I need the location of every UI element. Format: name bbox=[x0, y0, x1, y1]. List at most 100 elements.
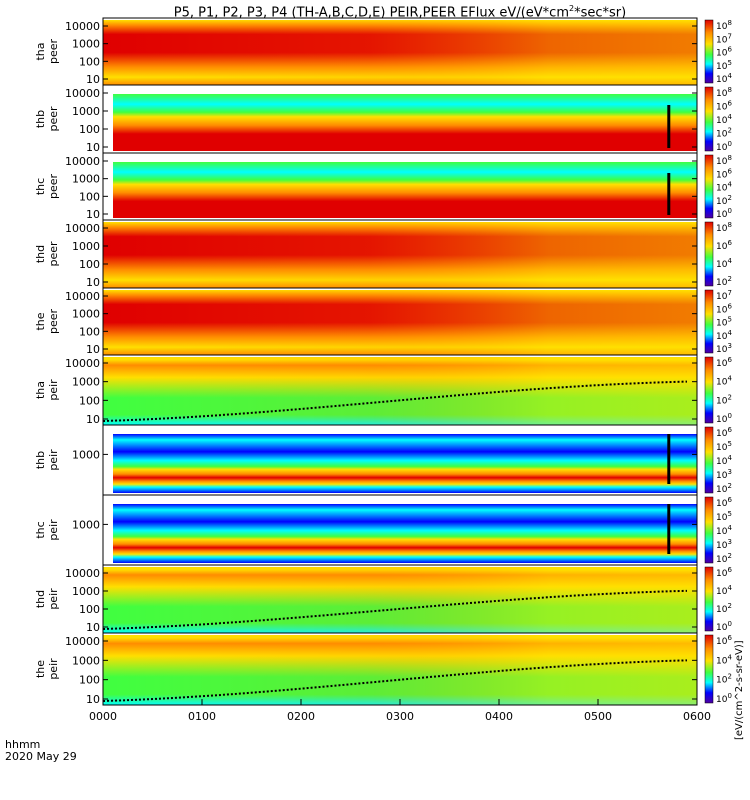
colorbar-tick-label: 108 bbox=[716, 154, 732, 167]
colorbar-tick-label: 100 bbox=[716, 140, 732, 153]
y-tick-label: 1000 bbox=[72, 308, 100, 321]
energy-boundary-line bbox=[102, 659, 688, 702]
y-tick-label: 10000 bbox=[65, 635, 100, 648]
y-tick-label: 10 bbox=[86, 621, 100, 634]
x-axis-label: hhmm 2020 May 29 bbox=[5, 739, 77, 763]
colorbar-tick-label: 106 bbox=[716, 239, 732, 252]
y-tick-label: 100 bbox=[79, 603, 100, 616]
x-tick-label: 0500 bbox=[584, 710, 612, 723]
data-gap-marker bbox=[667, 434, 671, 484]
y-tick-label: 10 bbox=[86, 276, 100, 289]
spectrogram-trend bbox=[103, 20, 697, 85]
data-gap-marker bbox=[667, 105, 671, 148]
x-tick-label: 0200 bbox=[287, 710, 315, 723]
y-tick-label: 10000 bbox=[65, 567, 100, 580]
y-axis-label: thc bbox=[34, 178, 47, 195]
y-axis-label: peer bbox=[47, 39, 60, 65]
colorbar-tick-label: 100 bbox=[716, 692, 732, 705]
energy-boundary-line bbox=[102, 380, 688, 422]
y-tick-label: 1000 bbox=[72, 376, 100, 389]
y-axis-label: thd bbox=[34, 590, 47, 608]
colorbar bbox=[704, 221, 714, 287]
x-tick-label: 0000 bbox=[89, 710, 117, 723]
x-axis-date: 2020 May 29 bbox=[5, 750, 77, 763]
colorbar-tick-label: 100 bbox=[716, 207, 732, 220]
colorbar-tick-label: 104 bbox=[716, 524, 732, 537]
panel-the-peir: 10000 1000 100 10 the peir 106 104 102 100 bbox=[34, 632, 732, 706]
y-axis-label: thb bbox=[34, 110, 47, 128]
y-axis-label: tha bbox=[34, 381, 47, 399]
colorbar bbox=[704, 289, 714, 354]
y-tick-label: 10 bbox=[86, 141, 100, 154]
y-tick-label: 100 bbox=[79, 394, 100, 407]
colorbar-tick-label: 102 bbox=[716, 673, 732, 686]
spectrogram bbox=[113, 94, 697, 151]
colorbar bbox=[704, 86, 714, 152]
colorbar-tick-label: 100 bbox=[716, 620, 732, 633]
colorbar-tick-label: 103 bbox=[716, 342, 732, 355]
y-tick-label: 10000 bbox=[65, 357, 100, 370]
colorbar-tick-label: 105 bbox=[716, 316, 732, 329]
colorbar-tick-label: 104 bbox=[716, 113, 732, 126]
colorbar-tick-label: 104 bbox=[716, 653, 732, 666]
y-tick-label: 100 bbox=[79, 258, 100, 271]
panel-thd-peir: 10000 1000 100 10 thd peir 106 104 102 100 bbox=[34, 564, 732, 634]
y-axis-label: peir bbox=[47, 449, 60, 471]
colorbar-tick-label: 102 bbox=[716, 602, 732, 615]
y-tick-label: 10000 bbox=[65, 222, 100, 235]
colorbar-tick-label: 106 bbox=[716, 496, 732, 509]
spectrogram-trend bbox=[103, 290, 697, 355]
colorbar-tick-label: 105 bbox=[716, 440, 732, 453]
spectrogram bbox=[113, 504, 697, 563]
colorbar-tick-label: 107 bbox=[716, 32, 732, 45]
y-tick-label: 100 bbox=[79, 55, 100, 68]
colorbar bbox=[704, 566, 714, 632]
spectrogram-trend bbox=[103, 567, 697, 633]
y-axis-label: thc bbox=[34, 521, 47, 538]
colorbar-tick-label: 104 bbox=[716, 584, 732, 597]
y-axis-label: peir bbox=[47, 658, 60, 680]
colorbar-tick-label: 104 bbox=[716, 257, 732, 270]
y-tick-label: 1000 bbox=[72, 173, 100, 186]
y-axis-label: peer bbox=[47, 309, 60, 335]
panel-thd-peer: 10000 1000 100 10 thd peer 108 106 104 102 bbox=[34, 219, 732, 289]
colorbar-tick-label: 106 bbox=[716, 426, 732, 439]
colorbar-tick-label: 103 bbox=[716, 468, 732, 481]
colorbar bbox=[704, 356, 714, 424]
x-tick-label: 0600 bbox=[683, 710, 711, 723]
colorbar-tick-label: 104 bbox=[716, 454, 732, 467]
y-tick-label: 10 bbox=[86, 343, 100, 356]
y-axis-label: peir bbox=[47, 519, 60, 541]
chart-title: P5, P1, P2, P3, P4 (TH-A,B,C,D,E) PEIR,P… bbox=[173, 4, 627, 21]
colorbar bbox=[704, 496, 714, 564]
y-tick-label: 10000 bbox=[65, 290, 100, 303]
y-axis-label: the bbox=[34, 312, 47, 330]
y-axis-label: thd bbox=[34, 245, 47, 263]
y-tick-label: 100 bbox=[79, 123, 100, 136]
x-tick-label: 0100 bbox=[188, 710, 216, 723]
colorbar bbox=[704, 19, 714, 84]
colorbar bbox=[704, 426, 714, 494]
data-gap-marker bbox=[667, 504, 671, 554]
colorbar-tick-label: 106 bbox=[716, 100, 732, 113]
spectrogram-trend bbox=[103, 222, 697, 288]
y-axis-label: peer bbox=[47, 241, 60, 267]
y-axis-label: the bbox=[34, 660, 47, 678]
x-tick-label: 0300 bbox=[386, 710, 414, 723]
colorbar-tick-label: 100 bbox=[716, 412, 732, 425]
y-axis-label: peir bbox=[47, 588, 60, 610]
spectrogram bbox=[113, 434, 697, 493]
y-axis-label: peer bbox=[47, 106, 60, 132]
y-tick-label: 10000 bbox=[65, 87, 100, 100]
colorbar-tick-label: 104 bbox=[716, 72, 732, 85]
colorbar-tick-label: 102 bbox=[716, 482, 732, 495]
colorbar-tick-label: 106 bbox=[716, 167, 732, 180]
y-axis-label: tha bbox=[34, 42, 47, 60]
